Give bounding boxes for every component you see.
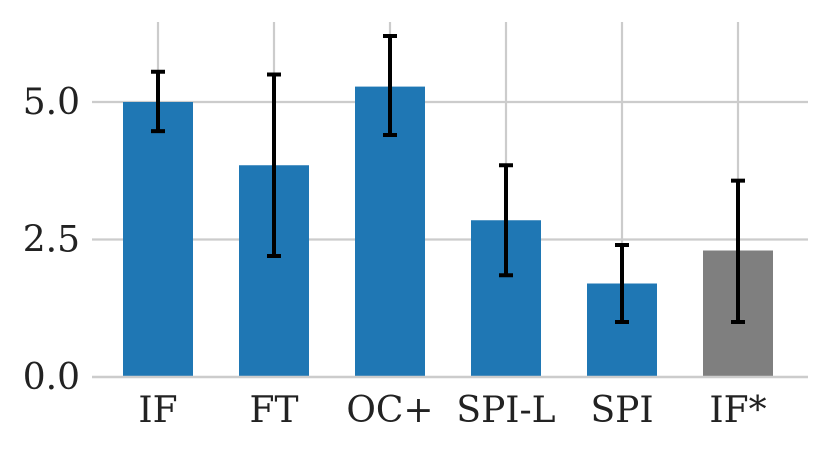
x-tick-label-1: FT [250,390,299,431]
x-tick-label-2: OC+ [346,390,433,431]
grid [92,22,808,377]
error-bar-5 [731,178,745,324]
error-bar-0 [151,69,165,134]
x-tick-label-4: SPI [590,390,653,431]
y-tick-label-1: 2.5 [23,220,80,261]
x-tick-labels: IF FT OC+ SPI-L SPI IF* [138,390,766,431]
x-tick-label-3: SPI-L [456,390,555,431]
error-bars [151,34,745,324]
x-tick-label-0: IF [138,390,177,431]
y-tick-labels: 0.0 2.5 5.0 [23,82,80,398]
bars [123,86,773,377]
error-bar-3 [499,163,513,278]
error-bar-4 [615,243,629,324]
bar-0 [123,102,193,377]
x-tick-label-5: IF* [709,390,766,431]
y-tick-label-0: 0.0 [23,357,80,398]
y-tick-label-2: 5.0 [23,82,80,123]
error-bar-2 [383,34,397,137]
error-bar-1 [267,72,281,258]
